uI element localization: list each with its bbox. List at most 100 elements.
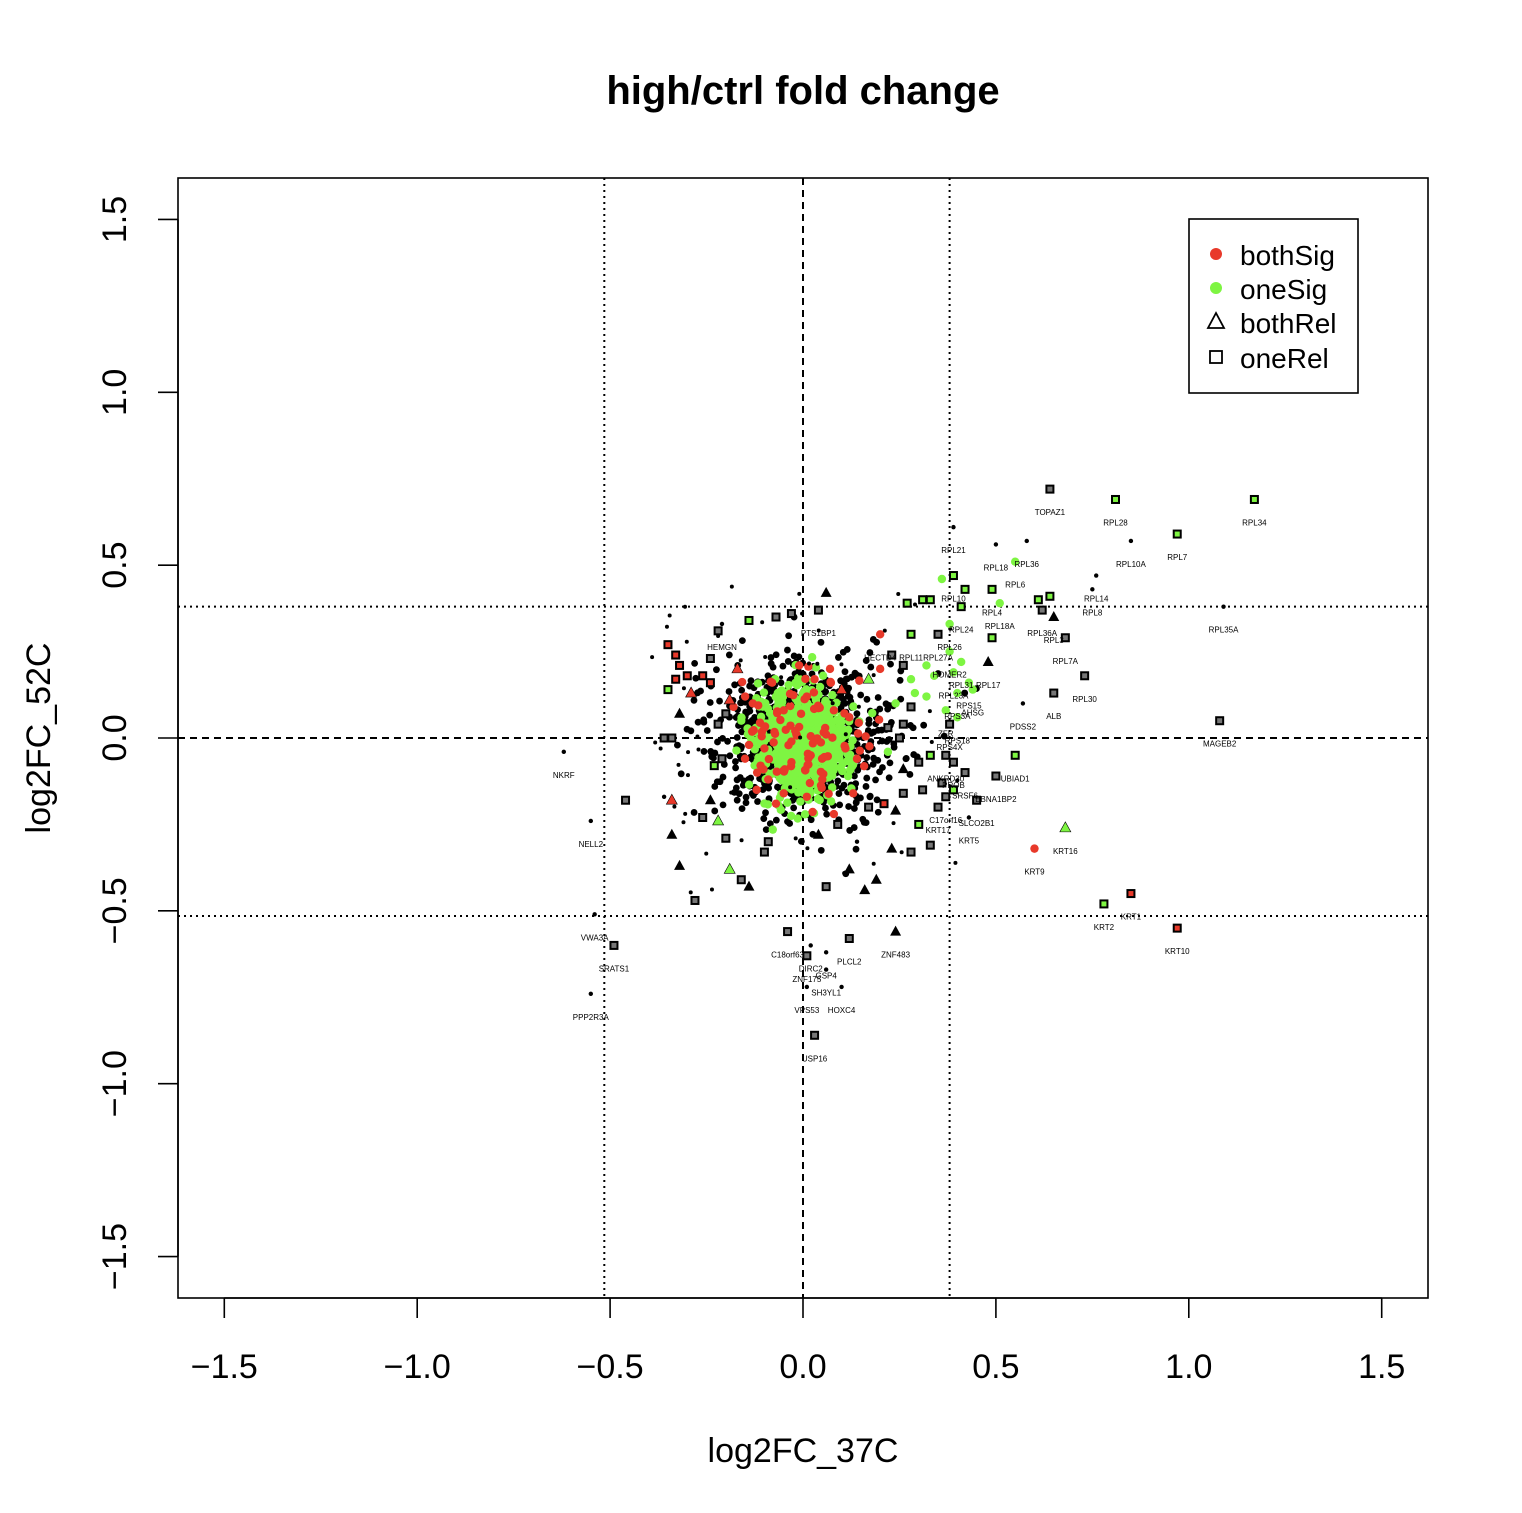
cloud-point [779, 675, 784, 680]
data-point [922, 661, 931, 670]
x-tick-label: 0.0 [779, 1348, 826, 1386]
cloud-point [773, 760, 783, 770]
data-point [1128, 538, 1134, 544]
data-point [995, 598, 1004, 608]
data-point-fill [943, 752, 949, 758]
cloud-point [783, 774, 793, 784]
cloud-point [685, 773, 690, 778]
cloud-point [891, 821, 896, 826]
cloud-point [807, 653, 817, 662]
cloud-point [809, 688, 819, 697]
gene-label: PDSS2 [1010, 722, 1037, 731]
data-point-fill [823, 884, 829, 890]
cloud-point [843, 771, 853, 781]
data-point [723, 693, 736, 705]
cloud-point [792, 745, 801, 755]
cloud-point [750, 745, 759, 754]
cloud-point [711, 807, 719, 815]
data-point [929, 671, 939, 680]
cloud-point [856, 704, 861, 709]
cloud-point [871, 673, 876, 678]
cloud-point [759, 688, 769, 697]
legend-marker [1206, 311, 1226, 329]
cloud-point [793, 767, 802, 777]
data-point-fill [1062, 635, 1068, 641]
x-tick-label: 1.0 [1165, 1348, 1212, 1386]
gene-label: GSP4 [815, 971, 837, 980]
cloud-point [836, 763, 845, 772]
gene-label: ZFR [938, 729, 954, 738]
data-point-fill [623, 797, 629, 803]
cloud-point [732, 784, 740, 792]
data-point-fill [974, 797, 980, 803]
cloud-point [852, 798, 860, 806]
data-point-fill [1082, 673, 1088, 679]
cloud-point [738, 728, 746, 736]
gene-label: ALB [1046, 712, 1061, 721]
data-point-fill [1101, 901, 1107, 907]
data-point-fill [1047, 486, 1053, 492]
gene-label: SLCO2B1 [959, 819, 996, 828]
data-point [941, 706, 950, 715]
x-tick-label: 1.5 [1358, 1348, 1405, 1386]
cloud-point [837, 717, 846, 727]
data-point-fill [785, 929, 791, 935]
data-point-fill [746, 617, 752, 623]
data-point [843, 863, 855, 874]
cloud-point [780, 765, 789, 774]
cloud-point [797, 591, 802, 596]
data-point-fill [700, 815, 706, 821]
data-point-fill [943, 794, 949, 800]
cloud-point [703, 727, 711, 734]
data-point-fill [935, 631, 941, 637]
cloud-point [683, 604, 688, 609]
data-point [802, 792, 812, 801]
cloud-point [807, 816, 815, 824]
cloud-point [866, 793, 874, 801]
x-tick-label: −1.5 [191, 1348, 258, 1386]
cloud-point [695, 734, 700, 739]
data-point [704, 794, 716, 805]
cloud-point [929, 739, 934, 744]
cloud-point [747, 727, 757, 736]
cloud-point [862, 783, 870, 790]
cloud-point [700, 716, 708, 724]
cloud-point [781, 725, 790, 735]
cloud-point [848, 673, 855, 681]
gene-label: RPL35A [1209, 626, 1239, 635]
cloud-point [653, 740, 658, 745]
cloud-point [902, 754, 910, 762]
cloud-point [747, 774, 755, 782]
data-point-fill [947, 721, 953, 727]
cloud-point [885, 736, 893, 743]
cloud-point [742, 799, 750, 807]
x-tick-label: −0.5 [577, 1348, 644, 1386]
cloud-point [816, 628, 821, 633]
cloud-point [835, 790, 843, 797]
y-axis-label: log2FC_52C [20, 643, 58, 834]
cloud-point [650, 655, 655, 660]
cloud-point [815, 661, 820, 666]
data-point [910, 688, 920, 698]
cloud-point [778, 689, 787, 699]
cloud-point [760, 799, 769, 808]
data-point [968, 685, 977, 694]
gene-label: C18orf63 [771, 951, 804, 960]
cloud-point [890, 743, 898, 751]
cloud-point [828, 725, 837, 734]
cloud-point [770, 729, 780, 738]
cloud-point [683, 811, 688, 816]
data-point-fill [1251, 496, 1257, 502]
data-point-fill [673, 652, 679, 658]
data-point-fill [715, 721, 721, 727]
data-point [829, 809, 839, 819]
cloud-point [779, 662, 787, 670]
cloud-point [760, 744, 769, 753]
data-point-fill [669, 735, 675, 741]
data-point [945, 619, 954, 629]
cloud-point [713, 666, 720, 674]
cloud-point [772, 767, 782, 776]
gene-label: DIRC2 [799, 964, 824, 973]
data-point [1010, 557, 1020, 566]
